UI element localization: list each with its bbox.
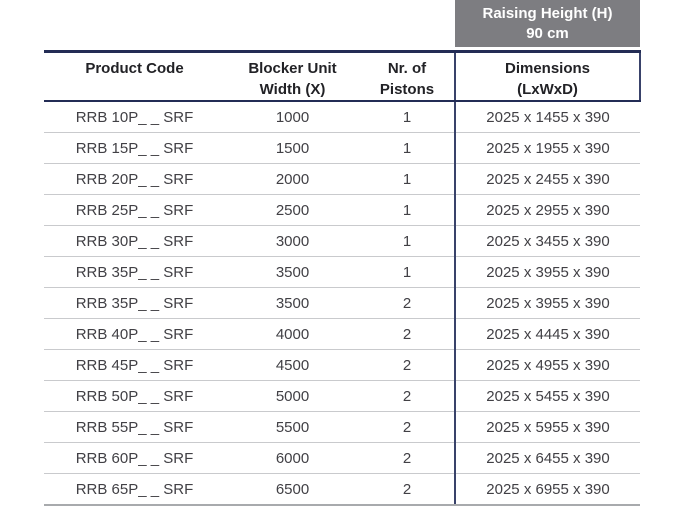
- cell-dimensions: 2025 x 4955 x 390: [454, 349, 640, 381]
- cell-blocker-unit-width: 6000: [225, 442, 360, 474]
- cell-product-code: RRB 45P_ _ SRF: [44, 349, 225, 381]
- cell-dimensions: 2025 x 1955 x 390: [454, 132, 640, 164]
- col-header-blocker-line2: Width (X): [259, 81, 326, 98]
- cell-blocker-unit-width: 1000: [225, 101, 360, 133]
- cell-nr-of-pistons: 1: [360, 194, 455, 226]
- col-header-blocker-unit-width: Blocker Unit Width (X): [225, 51, 360, 102]
- cell-product-code: RRB 60P_ _ SRF: [44, 442, 225, 474]
- cell-dimensions: 2025 x 4445 x 390: [454, 318, 640, 350]
- cell-nr-of-pistons: 2: [360, 349, 455, 381]
- cell-nr-of-pistons: 2: [360, 473, 455, 506]
- cell-dimensions: 2025 x 5955 x 390: [454, 411, 640, 443]
- cell-nr-of-pistons: 1: [360, 225, 455, 257]
- cell-nr-of-pistons: 1: [360, 256, 455, 288]
- table-row: RRB 30P_ _ SRF 3000 1 2025 x 3455 x 390: [44, 225, 640, 257]
- col-header-pistons-line2: Pistons: [379, 81, 435, 98]
- cell-blocker-unit-width: 4500: [225, 349, 360, 381]
- raising-height-header: Raising Height (H) 90 cm: [455, 0, 640, 47]
- table-body: RRB 10P_ _ SRF 1000 1 2025 x 1455 x 390 …: [44, 101, 640, 506]
- cell-dimensions: 2025 x 3955 x 390: [454, 287, 640, 319]
- col-header-pistons-line1: Nr. of: [387, 60, 427, 77]
- table-row: RRB 15P_ _ SRF 1500 1 2025 x 1955 x 390: [44, 132, 640, 164]
- cell-product-code: RRB 30P_ _ SRF: [44, 225, 225, 257]
- col-header-blocker-line1: Blocker Unit: [248, 60, 337, 77]
- cell-blocker-unit-width: 3500: [225, 256, 360, 288]
- header-row: Product Code Blocker Unit Width (X) Nr. …: [44, 51, 641, 102]
- table-row: RRB 55P_ _ SRF 5500 2 2025 x 5955 x 390: [44, 411, 640, 443]
- cell-product-code: RRB 40P_ _ SRF: [44, 318, 225, 350]
- cell-nr-of-pistons: 2: [360, 411, 455, 443]
- col-header-dimensions-line1: Dimensions: [504, 60, 591, 77]
- spec-table: Product Code Blocker Unit Width (X) Nr. …: [44, 50, 641, 506]
- cell-blocker-unit-width: 2500: [225, 194, 360, 226]
- cell-product-code: RRB 15P_ _ SRF: [44, 132, 225, 164]
- cell-product-code: RRB 35P_ _ SRF: [44, 256, 225, 288]
- table-row: RRB 35P_ _ SRF 3500 2 2025 x 3955 x 390: [44, 287, 640, 319]
- cell-dimensions: 2025 x 1455 x 390: [454, 101, 640, 133]
- cell-product-code: RRB 20P_ _ SRF: [44, 163, 225, 195]
- col-header-nr-of-pistons: Nr. of Pistons: [360, 51, 455, 102]
- cell-dimensions: 2025 x 3955 x 390: [454, 256, 640, 288]
- table-row: RRB 45P_ _ SRF 4500 2 2025 x 4955 x 390: [44, 349, 640, 381]
- cell-dimensions: 2025 x 2955 x 390: [454, 194, 640, 226]
- col-header-product-code-label: Product Code: [85, 60, 184, 77]
- cell-blocker-unit-width: 5500: [225, 411, 360, 443]
- cell-product-code: RRB 65P_ _ SRF: [44, 473, 225, 506]
- cell-product-code: RRB 25P_ _ SRF: [44, 194, 225, 226]
- table-header: Product Code Blocker Unit Width (X) Nr. …: [44, 51, 641, 102]
- cell-blocker-unit-width: 3500: [225, 287, 360, 319]
- cell-blocker-unit-width: 1500: [225, 132, 360, 164]
- cell-nr-of-pistons: 2: [360, 380, 455, 412]
- cell-product-code: RRB 10P_ _ SRF: [44, 101, 225, 133]
- cell-nr-of-pistons: 2: [360, 442, 455, 474]
- cell-product-code: RRB 35P_ _ SRF: [44, 287, 225, 319]
- col-header-dimensions-line2: (LxWxD): [517, 81, 578, 98]
- cell-product-code: RRB 50P_ _ SRF: [44, 380, 225, 412]
- table-row: RRB 50P_ _ SRF 5000 2 2025 x 5455 x 390: [44, 380, 640, 412]
- table-row: RRB 20P_ _ SRF 2000 1 2025 x 2455 x 390: [44, 163, 640, 195]
- cell-blocker-unit-width: 5000: [225, 380, 360, 412]
- cell-dimensions: 2025 x 6455 x 390: [454, 442, 640, 474]
- cell-nr-of-pistons: 2: [360, 287, 455, 319]
- cell-dimensions: 2025 x 2455 x 390: [454, 163, 640, 195]
- cell-dimensions: 2025 x 5455 x 390: [454, 380, 640, 412]
- table-row: RRB 65P_ _ SRF 6500 2 2025 x 6955 x 390: [44, 473, 640, 506]
- table-row: RRB 60P_ _ SRF 6000 2 2025 x 6455 x 390: [44, 442, 640, 474]
- raising-height-line1: Raising Height (H): [482, 4, 613, 22]
- table-row: RRB 10P_ _ SRF 1000 1 2025 x 1455 x 390: [44, 101, 640, 133]
- cell-dimensions: 2025 x 3455 x 390: [454, 225, 640, 257]
- table-row: RRB 35P_ _ SRF 3500 1 2025 x 3955 x 390: [44, 256, 640, 288]
- cell-dimensions: 2025 x 6955 x 390: [454, 473, 640, 506]
- cell-nr-of-pistons: 1: [360, 101, 455, 133]
- table-row: RRB 40P_ _ SRF 4000 2 2025 x 4445 x 390: [44, 318, 640, 350]
- cell-blocker-unit-width: 3000: [225, 225, 360, 257]
- cell-blocker-unit-width: 2000: [225, 163, 360, 195]
- cell-blocker-unit-width: 6500: [225, 473, 360, 506]
- cell-nr-of-pistons: 2: [360, 318, 455, 350]
- cell-nr-of-pistons: 1: [360, 163, 455, 195]
- cell-nr-of-pistons: 1: [360, 132, 455, 164]
- col-header-product-code: Product Code: [44, 51, 225, 102]
- col-header-dimensions: Dimensions (LxWxD): [454, 51, 641, 102]
- table-row: RRB 25P_ _ SRF 2500 1 2025 x 2955 x 390: [44, 194, 640, 226]
- cell-product-code: RRB 55P_ _ SRF: [44, 411, 225, 443]
- cell-blocker-unit-width: 4000: [225, 318, 360, 350]
- raising-height-line2: 90 cm: [526, 24, 569, 42]
